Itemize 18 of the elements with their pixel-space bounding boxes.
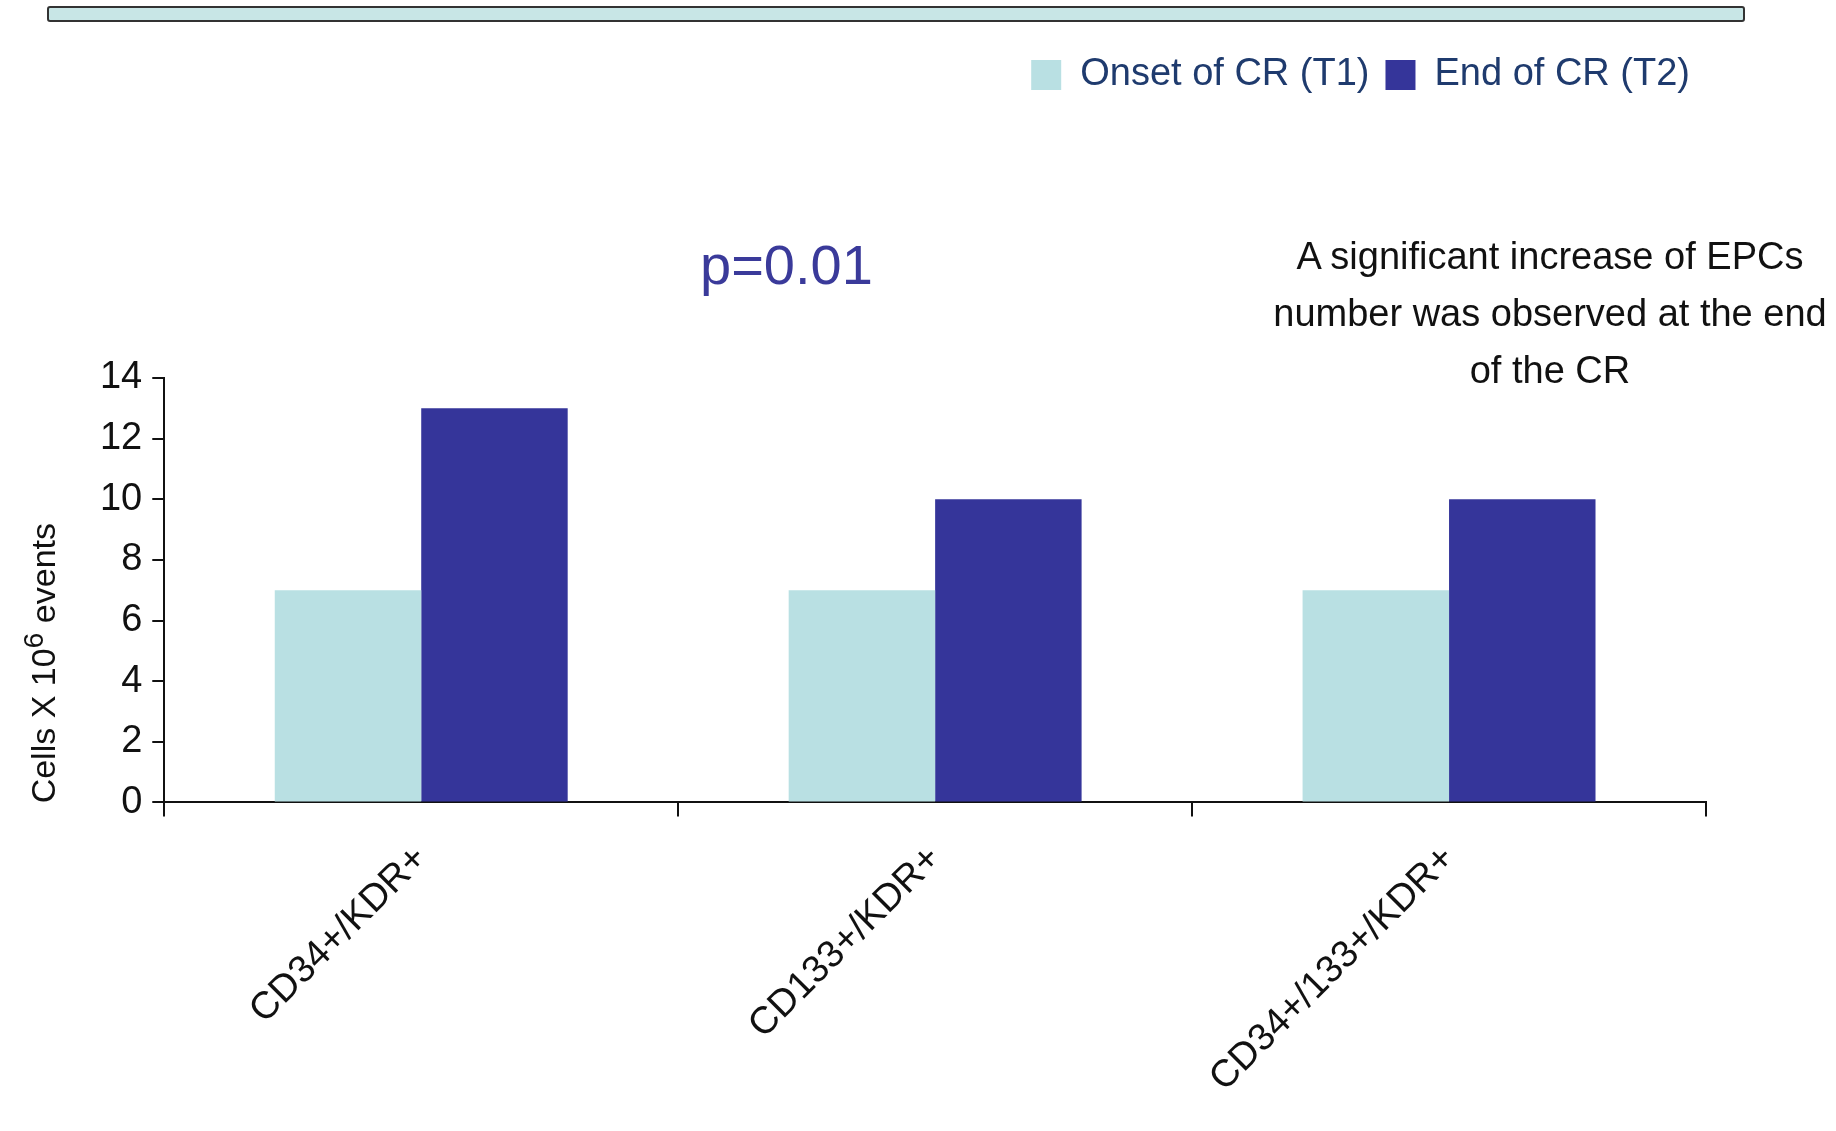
y-tick-label: 0 [121,778,143,821]
y-tick-label: 2 [121,718,143,761]
annotation: A significant increase of EPCs number was observed at the end of the CR [1272,234,1828,393]
y-tick-label: 12 [99,415,143,458]
text: p=0.01 [700,232,873,297]
legend-label: End of CR (T2) [1434,51,1691,94]
bar [421,408,568,802]
bar [935,499,1082,802]
bar [1449,499,1596,802]
y-tick-label: 8 [121,536,143,579]
legend-label: Onset of CR (T1) [1080,51,1370,94]
bar [1302,590,1450,802]
bar [274,590,422,802]
y-tick-label: 4 [121,657,143,700]
y-tick-label: 10 [99,475,143,518]
bar [788,590,936,802]
y-tick-label: 14 [99,354,143,397]
y-tick-label: 6 [121,597,143,640]
